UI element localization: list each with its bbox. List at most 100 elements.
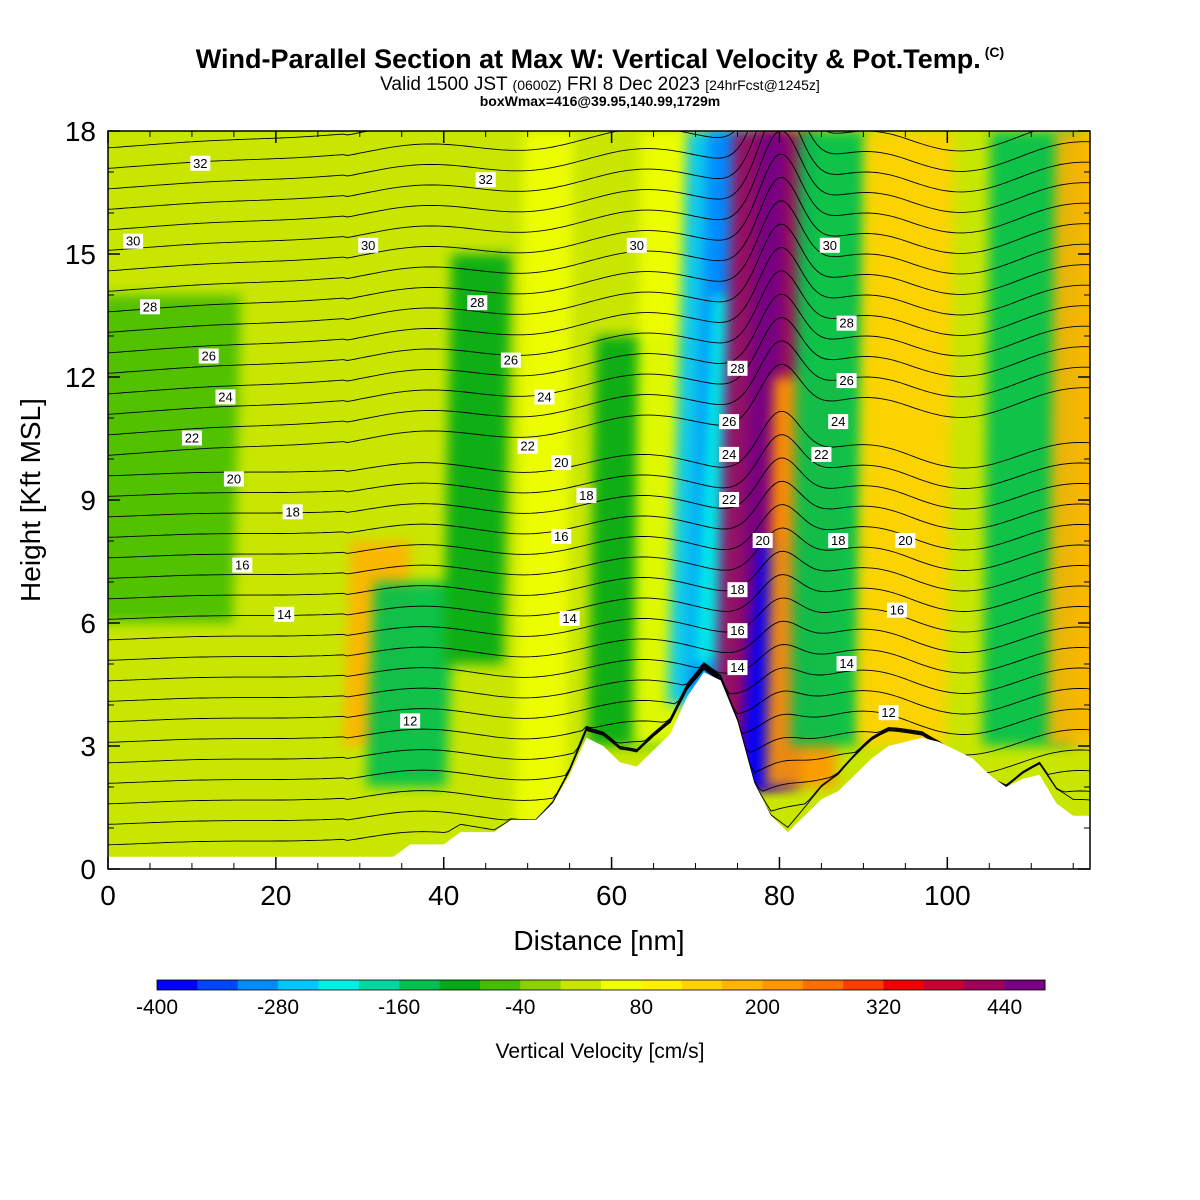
w-band-0 [108, 295, 241, 623]
theta-label-text-33: 16 [890, 603, 904, 618]
theta-label-bg-27 [576, 487, 597, 503]
theta-label-bg-25 [895, 533, 916, 548]
theta-label-35: 14 [559, 610, 580, 626]
w-band-3 [366, 582, 455, 787]
colorbar-swatch-20 [964, 980, 1006, 990]
colorbar-swatch-14 [722, 980, 763, 990]
theta-label-bg-19 [517, 438, 538, 454]
theta-label-bg-29 [828, 533, 849, 548]
theta-contour-1 [108, 667, 1090, 825]
theta-contour-19 [108, 363, 1090, 456]
theta-label-21: 22 [811, 446, 832, 462]
theta-label-bg-23 [551, 455, 572, 471]
y-tick-label-3: 9 [80, 485, 96, 516]
theta-contour-23 [108, 270, 1090, 374]
theta-contour-30 [108, 131, 1090, 231]
theta-label-text-17: 24 [831, 414, 845, 429]
theta-contour-33 [108, 131, 736, 169]
theta-contour-34 [108, 131, 371, 149]
colorbar-swatch-2 [237, 980, 279, 990]
theta-label-15: 24 [534, 389, 555, 405]
theta-contour-4 [108, 665, 1090, 764]
axes: 0 20 40 60 80 100 0 3 6 9 12 15 18 [65, 116, 1090, 911]
theta-label-text-16: 24 [722, 447, 736, 462]
x-tick-label-3: 60 [596, 880, 627, 911]
theta-label-text-15: 24 [537, 390, 551, 405]
theta-contour-28 [108, 153, 1090, 272]
theta-label-text-19: 22 [520, 439, 534, 454]
theta-label-12: 28 [727, 360, 748, 376]
theta-label-31: 16 [551, 528, 572, 544]
theta-label-bg-3 [358, 237, 379, 253]
theta-label-text-36: 14 [730, 660, 744, 675]
theta-contour-12 [108, 550, 1090, 600]
theta-label-text-20: 22 [722, 492, 736, 507]
colorbar-swatch-9 [520, 980, 562, 990]
theta-label-text-3: 30 [361, 238, 375, 253]
theta-contour-9 [108, 620, 1090, 661]
theta-label-22: 20 [223, 471, 244, 487]
theta-label-text-35: 14 [562, 611, 576, 626]
chart-subtitle: Valid 1500 JST (0600Z) FRI 8 Dec 2023 [2… [380, 74, 820, 95]
theta-label-text-26: 18 [285, 504, 299, 519]
x-tick-label-5: 100 [924, 880, 971, 911]
theta-label-text-30: 16 [235, 558, 249, 573]
theta-contour-17 [108, 434, 1090, 497]
x-tick-label-2: 40 [428, 880, 459, 911]
theta-label-34: 14 [274, 606, 295, 622]
colorbar-swatch-5 [358, 980, 400, 990]
theta-contour-26 [108, 200, 1090, 313]
theta-contour-27 [108, 177, 1090, 292]
theta-contour-37 [108, 0, 1090, 86]
theta-contour-32 [108, 131, 1036, 190]
x-tick-label-4: 80 [764, 880, 795, 911]
theta-label-bg-15 [534, 389, 555, 405]
theta-label-33: 16 [886, 602, 907, 618]
theta-label-text-8: 28 [839, 316, 853, 331]
theta-contour-31 [108, 131, 1090, 210]
theta-label-17: 24 [828, 414, 849, 430]
theta-label-bg-1 [475, 172, 496, 188]
title-mark: (C) [984, 44, 1005, 60]
theta-label-bg-39 [878, 705, 899, 721]
x-tick-label-1: 20 [260, 880, 291, 911]
theta-label-text-39: 12 [881, 705, 895, 720]
theta-label-32: 16 [727, 623, 748, 639]
colorbar-tick-label-5: 200 [745, 996, 780, 1019]
theta-label-2: 30 [123, 233, 144, 249]
colorbar-swatch-12 [641, 980, 683, 990]
colorbar-swatch-4 [318, 980, 360, 990]
theta-label-bg-17 [828, 414, 849, 430]
theta-label-bg-7 [467, 295, 488, 311]
theta-label-9: 26 [198, 348, 219, 364]
colorbar: -400 -280 -160 -40 80 200 320 440 [136, 979, 1046, 1019]
theta-label-bg-33 [886, 602, 907, 618]
theta-label-bg-28 [727, 582, 748, 598]
theta-label-text-32: 16 [730, 623, 744, 638]
theta-label-39: 12 [878, 705, 899, 721]
theta-label-14: 24 [215, 389, 236, 405]
theta-label-30: 16 [232, 557, 253, 573]
colorbar-swatch-3 [278, 980, 319, 990]
theta-label-5: 30 [819, 237, 840, 253]
theta-contour-21 [108, 317, 1090, 415]
theta-label-bg-0 [190, 155, 211, 171]
theta-contour-10 [108, 597, 1090, 641]
theta-label-text-38: 12 [403, 713, 417, 728]
theta-label-text-11: 26 [839, 373, 853, 388]
theta-label-text-37: 14 [839, 656, 853, 671]
colorbar-swatch-6 [399, 980, 441, 990]
theta-contour-13 [108, 527, 1090, 579]
theta-contour-7 [108, 662, 1090, 702]
theta-label-text-34: 14 [277, 607, 291, 622]
theta-label-bg-20 [719, 492, 740, 507]
theta-contour-16 [108, 457, 1090, 518]
theta-label-text-28: 18 [730, 582, 744, 597]
theta-label-text-18: 22 [185, 431, 199, 446]
colorbar-swatch-13 [681, 980, 723, 990]
theta-label-20: 22 [719, 492, 740, 507]
theta-label-23: 20 [551, 455, 572, 471]
theta-label-11: 26 [836, 373, 857, 389]
theta-contour-6 [108, 663, 1090, 723]
colorbar-swatch-19 [923, 980, 965, 990]
